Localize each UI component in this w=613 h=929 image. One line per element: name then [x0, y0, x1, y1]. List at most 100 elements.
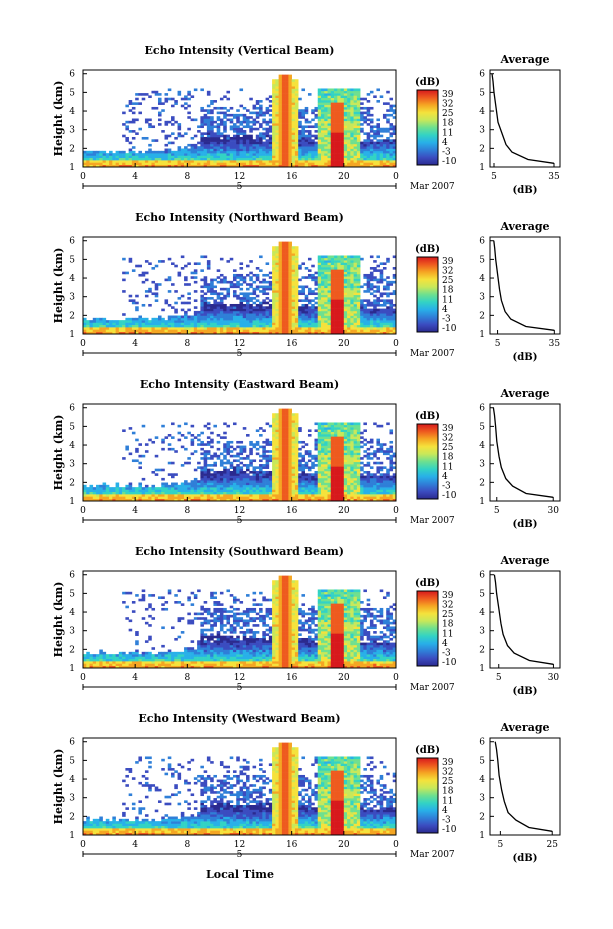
date-month-year: Mar 2007: [410, 850, 455, 860]
colorbar-tick-label: 11: [442, 629, 453, 639]
colorbar-tick-label: -10: [442, 491, 457, 501]
avg-y-tick-label: 2: [479, 144, 485, 154]
average-profile-line: [492, 407, 554, 498]
average-profile-line: [491, 73, 555, 164]
avg-y-tick-label: 4: [479, 441, 485, 451]
colorbar-tick-label: 4: [442, 305, 448, 315]
avg-y-tick-label: 4: [479, 608, 485, 618]
echo-heatmap: [83, 241, 397, 335]
colorbar-unit: (dB): [415, 244, 440, 255]
x-tick-label: 8: [184, 506, 190, 516]
avg-y-tick-label: 5: [479, 422, 485, 432]
date-month-year: Mar 2007: [410, 516, 455, 526]
chart-title: Echo Intensity (Vertical Beam): [144, 44, 334, 57]
colorbar-tick-label: 32: [442, 267, 453, 277]
y-tick-label: 5: [69, 88, 75, 98]
x-tick-label: 0: [80, 339, 86, 349]
y-tick-label: 2: [69, 645, 75, 655]
avg-y-tick-label: 6: [479, 237, 485, 247]
colorbar-tick-label: 39: [442, 758, 454, 768]
colorbar-tick-label: 39: [442, 424, 454, 434]
colorbar-tick-label: 18: [442, 787, 454, 797]
colorbar-tick-label: 18: [442, 620, 454, 630]
y-tick-label: 6: [69, 571, 75, 581]
date-month-year: Mar 2007: [410, 349, 455, 359]
avg-x-tick-label: 35: [548, 172, 560, 182]
colorbar-tick-label: 11: [442, 796, 453, 806]
x-tick-label: 20: [338, 172, 350, 182]
avg-x-tick-label: 5: [498, 840, 504, 850]
date-day: 5: [237, 850, 243, 860]
avg-x-tick-label: 35: [549, 339, 561, 349]
avg-x-axis-label: (dB): [513, 185, 538, 196]
y-tick-label: 6: [69, 237, 75, 247]
avg-y-tick-label: 6: [479, 404, 485, 414]
y-tick-label: 4: [69, 441, 75, 451]
avg-x-tick-label: 25: [546, 840, 558, 850]
x-tick-label: 12: [234, 172, 245, 182]
avg-y-tick-label: 5: [479, 88, 485, 98]
average-profile-line: [493, 574, 554, 665]
chart-title: Echo Intensity (Westward Beam): [138, 712, 340, 725]
colorbar-tick-label: -10: [442, 157, 457, 167]
avg-x-tick-label: 5: [496, 673, 502, 683]
date-day: 5: [237, 182, 243, 192]
y-tick-label: 3: [69, 627, 75, 637]
avg-x-axis-label: (dB): [513, 686, 538, 697]
average-profile-line: [493, 240, 555, 331]
y-tick-label: 6: [69, 404, 75, 414]
x-tick-label: 20: [338, 339, 350, 349]
avg-y-tick-label: 3: [479, 293, 485, 303]
colorbar-tick-label: 4: [442, 639, 448, 649]
colorbar-unit: (dB): [415, 745, 440, 756]
x-tick-label: 12: [234, 339, 245, 349]
colorbar: [416, 757, 439, 834]
x-tick-label: 12: [234, 506, 245, 516]
y-axis-label: Height (km): [52, 81, 65, 157]
x-tick-label: 0: [80, 673, 86, 683]
colorbar-tick-label: 11: [442, 295, 453, 305]
date-month-year: Mar 2007: [410, 683, 455, 693]
colorbar-tick-label: 4: [442, 472, 448, 482]
colorbar-tick-label: 25: [442, 109, 454, 119]
x-tick-label: 20: [338, 840, 350, 850]
y-tick-label: 2: [69, 478, 75, 488]
colorbar-tick-label: -10: [442, 658, 457, 668]
y-tick-label: 1: [69, 664, 75, 674]
date-day: 5: [237, 516, 243, 526]
x-tick-label: 8: [184, 339, 190, 349]
beam-panel: Echo Intensity (Eastward Beam)123456Heig…: [52, 378, 561, 530]
avg-x-axis-label: (dB): [513, 853, 538, 864]
avg-y-tick-label: 5: [479, 589, 485, 599]
echo-heatmap: [83, 74, 397, 168]
chart-title: Echo Intensity (Northward Beam): [135, 211, 344, 224]
average-frame: [489, 403, 561, 502]
date-month-year: Mar 2007: [410, 182, 455, 192]
y-axis-label: Height (km): [52, 248, 65, 324]
avg-y-tick-label: 6: [479, 738, 485, 748]
y-tick-label: 6: [69, 738, 75, 748]
avg-x-tick-label: 5: [491, 172, 497, 182]
avg-x-tick-label: 30: [547, 506, 559, 516]
avg-y-tick-label: 4: [479, 274, 485, 284]
average-title: Average: [499, 387, 549, 400]
echo-heatmap: [83, 408, 397, 502]
y-axis-label: Height (km): [52, 415, 65, 491]
colorbar-tick-label: 32: [442, 768, 453, 778]
colorbar-tick-label: -3: [442, 815, 451, 825]
x-tick-label: 0: [393, 840, 399, 850]
x-tick-label: 20: [338, 673, 350, 683]
avg-x-axis-label: (dB): [513, 352, 538, 363]
x-tick-label: 4: [132, 172, 138, 182]
y-tick-label: 1: [69, 831, 75, 841]
y-tick-label: 4: [69, 107, 75, 117]
avg-y-tick-label: 6: [479, 70, 485, 80]
x-tick-label: 8: [184, 840, 190, 850]
x-tick-label: 4: [132, 339, 138, 349]
y-tick-label: 3: [69, 126, 75, 136]
avg-y-tick-label: 1: [479, 664, 485, 674]
colorbar-tick-label: -3: [442, 314, 451, 324]
average-frame: [489, 69, 561, 168]
colorbar: [416, 590, 439, 667]
colorbar-tick-label: 25: [442, 443, 454, 453]
